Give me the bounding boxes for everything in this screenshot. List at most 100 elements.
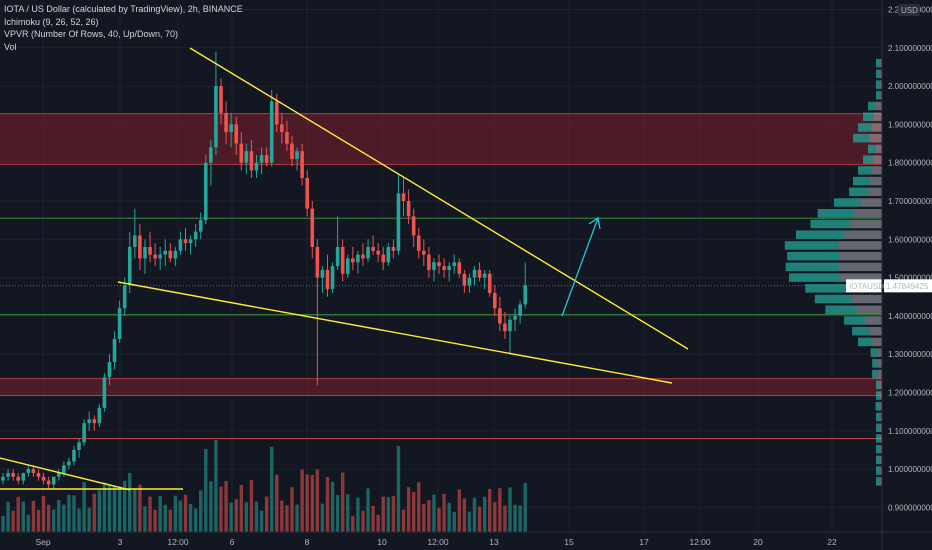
volume-bar <box>204 449 208 532</box>
currency-badge <box>898 4 920 16</box>
price-tick-label: 1.800000000 <box>888 159 932 168</box>
candle-body <box>198 220 203 232</box>
candle <box>269 89 274 167</box>
candle-body <box>214 86 218 148</box>
candle-body <box>432 262 436 270</box>
vpvr-row-down <box>867 187 882 197</box>
candle <box>249 139 254 179</box>
vpvr-row-up <box>814 294 852 304</box>
price-axis[interactable]: 2.2000000002.1000000002.0000000001.90000… <box>846 0 932 550</box>
candle-body <box>224 112 228 133</box>
time-tick-label: 17 <box>639 537 649 547</box>
candle <box>127 231 132 293</box>
candle <box>376 243 380 263</box>
candle-body <box>62 465 66 473</box>
volume-bar <box>62 504 66 532</box>
candle <box>188 235 193 255</box>
candle-body <box>163 250 168 255</box>
volume-bar <box>503 505 507 532</box>
candle <box>163 239 168 267</box>
candle-body <box>36 472 41 477</box>
candle-body <box>386 246 391 263</box>
candle <box>1 472 5 485</box>
candle <box>295 147 299 171</box>
price-tick-label: 1.000000000 <box>888 465 932 474</box>
candle-body <box>310 208 315 247</box>
volume-bar <box>295 504 299 532</box>
candle <box>503 312 507 339</box>
time-tick-label: 12:00 <box>167 537 189 547</box>
symbol-title[interactable]: IOTA / US Dollar (calculated by TradingV… <box>4 4 243 14</box>
candle-body <box>411 216 416 236</box>
last-price-label: 1.47849425 <box>886 282 929 291</box>
candle-body <box>295 151 299 159</box>
volume-bar <box>107 485 112 532</box>
candle-body <box>345 258 350 274</box>
candle-body <box>153 254 157 259</box>
vpvr-row-down <box>876 348 882 357</box>
candle-body <box>31 469 36 473</box>
vpvr-row-up <box>876 91 880 100</box>
candle <box>148 231 152 263</box>
vpvr-row-down <box>875 144 882 154</box>
candle <box>452 254 457 274</box>
volume-bar <box>305 474 309 532</box>
candle-body <box>280 124 284 133</box>
candle-body <box>366 246 370 259</box>
volume-bar <box>249 480 254 532</box>
candle <box>51 476 56 489</box>
candle <box>41 472 46 485</box>
candle <box>351 246 355 270</box>
vpvr-row-down <box>871 123 882 132</box>
old-trendline <box>0 457 131 491</box>
candle <box>391 239 396 259</box>
indicator-volume[interactable]: Vol <box>4 41 17 52</box>
candle <box>477 262 482 282</box>
volume-bar <box>396 446 401 532</box>
volume-bar <box>264 496 269 532</box>
vpvr-row-up <box>875 466 880 475</box>
volume-bar <box>437 507 441 532</box>
candle <box>77 438 81 458</box>
vpvr-row-up <box>875 402 880 411</box>
vpvr-row-down <box>871 337 882 347</box>
candle <box>107 354 112 385</box>
vpvr-row-up <box>858 123 872 132</box>
candle-body <box>178 239 183 251</box>
volume-bar <box>229 502 233 532</box>
volume-bar <box>366 488 370 532</box>
vpvr-row-up <box>810 219 850 229</box>
candle-body <box>447 266 451 270</box>
volume-bar <box>290 487 294 532</box>
candle <box>320 266 325 293</box>
candle-body <box>219 86 223 113</box>
candle-body <box>249 151 254 171</box>
volume-bar <box>386 497 391 532</box>
vpvr-row-down <box>879 91 882 100</box>
candle-body <box>320 269 325 278</box>
candle-body <box>77 442 81 450</box>
volume-bar <box>259 510 264 532</box>
volume-bar <box>381 496 385 532</box>
candle <box>6 469 10 481</box>
vpvr-row-down <box>879 466 882 475</box>
vpvr-row-down <box>879 455 882 465</box>
volume-bar <box>26 514 31 532</box>
indicator-vpvr[interactable]: VPVR (Number Of Rows, 40, Up/Down, 70) <box>4 29 179 39</box>
candle <box>330 262 335 293</box>
candle <box>427 246 431 278</box>
candle <box>305 170 309 217</box>
vpvr-row-up <box>817 209 854 218</box>
candle <box>56 469 61 481</box>
volume-bar <box>112 485 117 532</box>
indicator-ichimoku[interactable]: Ichimoku (9, 26, 52, 26) <box>4 16 99 27</box>
volume-bar <box>330 481 335 532</box>
volume-bar <box>244 502 249 532</box>
candle-body <box>351 258 355 263</box>
vpvr-row-down <box>879 69 882 79</box>
candle <box>437 254 441 274</box>
volume-bar <box>209 481 213 532</box>
